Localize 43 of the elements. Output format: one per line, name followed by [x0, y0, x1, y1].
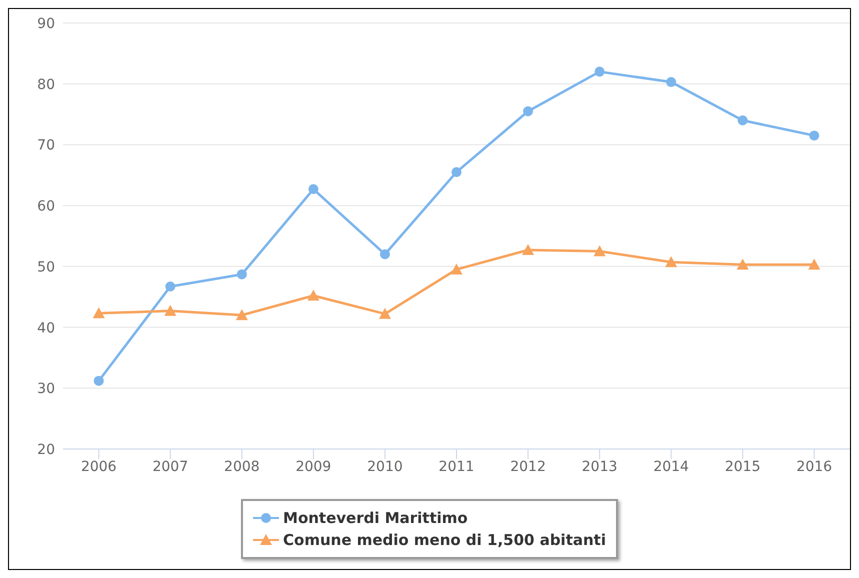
- point: [809, 130, 820, 141]
- y-tick-label: 90: [37, 16, 55, 32]
- x-tick-label: 2006: [80, 458, 117, 475]
- legend-label: Comune medio meno di 1,500 abitanti: [283, 530, 606, 551]
- point: [665, 256, 678, 268]
- point: [450, 263, 462, 274]
- point: [308, 184, 318, 194]
- point: [808, 258, 820, 270]
- point: [92, 307, 105, 318]
- point: [523, 106, 534, 116]
- x-tick-label: 2015: [724, 458, 760, 475]
- point: [378, 308, 391, 319]
- x-tick-label: 2013: [582, 458, 618, 475]
- point: [522, 244, 534, 255]
- y-tick-label: 20: [37, 442, 55, 458]
- x-tick-label: 2007: [152, 458, 188, 475]
- x-tick-label: 2011: [438, 458, 474, 475]
- point: [307, 290, 320, 301]
- x-tick-label: 2012: [510, 458, 546, 475]
- y-tick-label: 50: [37, 259, 55, 276]
- point: [666, 77, 676, 88]
- point: [94, 376, 104, 386]
- point: [594, 66, 605, 77]
- x-tick-label: 2016: [796, 458, 832, 475]
- legend-label: Monteverdi Marittimo: [283, 508, 468, 529]
- y-tick-label: 40: [37, 320, 55, 336]
- y-tick-label: 30: [37, 381, 55, 398]
- point: [165, 282, 176, 292]
- point: [594, 245, 606, 256]
- y-tick-label: 70: [37, 138, 55, 154]
- y-tick-label: 80: [37, 76, 55, 93]
- point: [736, 258, 749, 270]
- point: [164, 304, 176, 316]
- point: [236, 269, 247, 280]
- x-tick-label: 2009: [296, 458, 332, 475]
- x-tick-label: 2008: [224, 458, 260, 475]
- point: [380, 249, 390, 260]
- x-tick-label: 2014: [653, 458, 690, 475]
- point: [236, 309, 248, 320]
- point: [452, 167, 462, 178]
- y-tick-label: 60: [37, 198, 55, 215]
- point: [738, 115, 748, 126]
- x-tick-label: 2010: [367, 458, 403, 475]
